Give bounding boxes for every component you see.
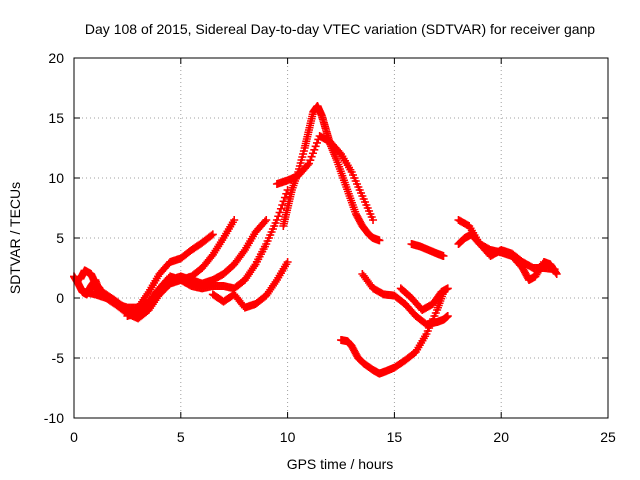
axis-ticks [73, 57, 609, 419]
data-point [439, 252, 448, 260]
grid-lines [74, 58, 608, 418]
y-tick-label: 15 [48, 110, 64, 126]
data-point [283, 258, 292, 266]
y-axis-label: SDTVAR / TECUs [7, 182, 23, 294]
data-point [208, 230, 217, 239]
series-arc-3 [80, 216, 239, 323]
series-arc-12 [396, 284, 452, 314]
data-point [552, 270, 561, 278]
data-point [443, 284, 452, 293]
y-tick-label: -5 [52, 350, 65, 366]
data-point [274, 212, 283, 221]
data-point [276, 204, 285, 213]
series-arc-11 [358, 270, 452, 329]
y-tick-label: 0 [56, 290, 64, 306]
x-tick-labels: 0 5 10 15 20 25 [70, 429, 616, 445]
x-tick-label: 20 [493, 429, 509, 445]
chart-title: Day 108 of 2015, Sidereal Day-to-day VTE… [85, 21, 595, 37]
x-tick-label: 25 [600, 429, 616, 445]
data-point [551, 268, 560, 277]
x-tick-label: 0 [70, 429, 78, 445]
data-point [239, 247, 248, 256]
data-point [230, 216, 239, 224]
data-point [375, 236, 384, 245]
x-axis-label: GPS time / hours [287, 456, 394, 472]
y-tick-labels: -10 -5 0 5 10 15 20 [44, 50, 64, 426]
x-tick-label: 5 [177, 429, 185, 445]
series-arc-6 [123, 186, 292, 320]
data-point [369, 216, 378, 224]
data-point [443, 312, 452, 320]
series-arc-7 [208, 258, 292, 312]
data-point [207, 231, 216, 240]
data-point [275, 208, 284, 217]
series-arc-9 [272, 132, 378, 224]
x-tick-label: 10 [280, 429, 296, 445]
y-tick-label: 20 [48, 50, 64, 66]
data-points [70, 102, 561, 378]
data-point [260, 217, 269, 226]
x-tick-label: 15 [387, 429, 403, 445]
data-point [303, 161, 312, 170]
series-arc-13 [407, 240, 448, 260]
y-tick-label: -10 [44, 410, 64, 426]
data-point [272, 216, 281, 224]
series-arc-15 [454, 230, 561, 284]
data-point [262, 216, 271, 224]
y-tick-label: 5 [56, 230, 64, 246]
y-tick-label: 10 [48, 170, 64, 186]
